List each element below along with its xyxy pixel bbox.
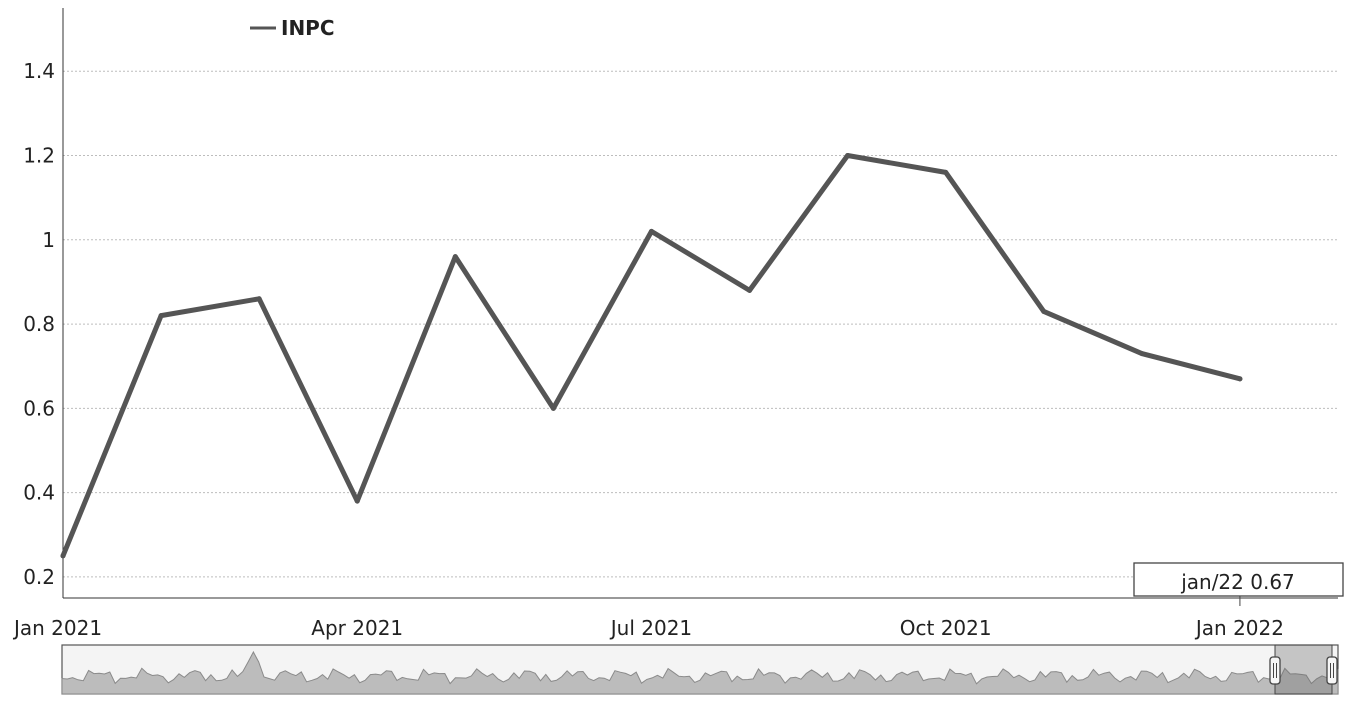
data-point[interactable] bbox=[158, 313, 164, 319]
x-tick-label: Oct 2021 bbox=[900, 616, 992, 640]
x-tick-labels: Jan 2021 Apr 2021 Jul 2021 Oct 2021 Jan 2022 bbox=[12, 616, 1284, 640]
navigator-selection[interactable] bbox=[1274, 644, 1333, 695]
data-point[interactable] bbox=[747, 287, 753, 293]
data-point[interactable] bbox=[1237, 376, 1243, 382]
series-line-inpc bbox=[60, 153, 1243, 559]
data-point[interactable] bbox=[550, 405, 556, 411]
data-point[interactable] bbox=[60, 553, 66, 559]
navigator-handle-left[interactable] bbox=[1269, 656, 1281, 685]
y-tick-label: 1.4 bbox=[23, 59, 55, 83]
data-point[interactable] bbox=[648, 228, 654, 234]
navigator-handle-right[interactable] bbox=[1326, 656, 1338, 685]
tooltip-text: jan/22 0.67 bbox=[1180, 570, 1295, 594]
y-tick-label: 0.6 bbox=[23, 396, 55, 420]
x-tick-label: Jul 2021 bbox=[609, 616, 692, 640]
y-tick-label: 0.4 bbox=[23, 481, 55, 505]
tooltip-box bbox=[1133, 562, 1344, 597]
handle-grip[interactable] bbox=[1326, 656, 1338, 685]
y-tick-label: 1 bbox=[42, 228, 55, 252]
x-tick-label: Jan 2021 bbox=[12, 616, 102, 640]
x-tick-label: Jan 2022 bbox=[1194, 616, 1284, 640]
y-tick-label: 0.8 bbox=[23, 312, 55, 336]
y-tick-label: 0.2 bbox=[23, 565, 55, 589]
grid-layer bbox=[63, 70, 1338, 578]
tooltip: jan/22 0.67 bbox=[1133, 562, 1344, 606]
data-point[interactable] bbox=[256, 296, 262, 302]
y-tick-labels: 0.2 0.4 0.6 0.8 1 1.2 1.4 bbox=[23, 59, 55, 589]
series-layer bbox=[60, 153, 1243, 559]
navigator-area bbox=[61, 650, 1339, 695]
data-point[interactable] bbox=[845, 153, 851, 158]
data-point[interactable] bbox=[1041, 308, 1047, 314]
data-point[interactable] bbox=[452, 254, 458, 260]
range-navigator[interactable] bbox=[61, 644, 1339, 695]
legend[interactable]: INPC bbox=[250, 16, 335, 40]
x-tick-label: Apr 2021 bbox=[311, 616, 403, 640]
legend-label-inpc: INPC bbox=[281, 16, 335, 40]
data-point[interactable] bbox=[943, 169, 949, 175]
data-point[interactable] bbox=[354, 498, 360, 504]
data-point[interactable] bbox=[1139, 351, 1145, 357]
y-tick-label: 1.2 bbox=[23, 144, 55, 168]
handle-grip[interactable] bbox=[1269, 656, 1281, 685]
